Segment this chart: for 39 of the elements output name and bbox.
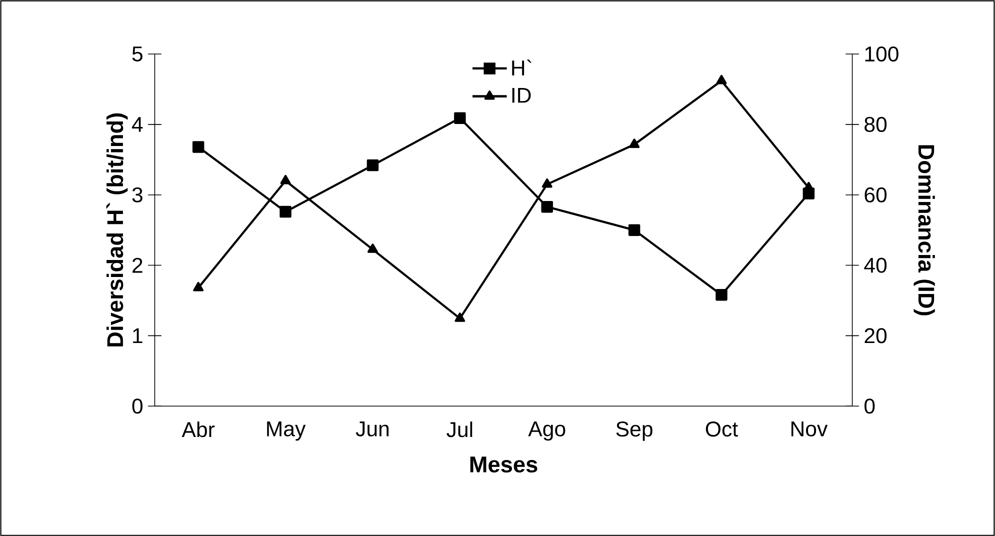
point — [454, 312, 466, 322]
point — [366, 159, 379, 172]
point — [280, 174, 291, 184]
x-tick-label: Nov — [791, 421, 828, 436]
point — [716, 288, 728, 301]
point — [192, 141, 204, 153]
point — [628, 224, 640, 236]
x-axis-title: Meses — [470, 456, 538, 472]
point — [454, 112, 466, 124]
x-tick-label: Jul — [446, 421, 472, 438]
y-tick-label: 5 — [132, 46, 142, 62]
y2-tick-label: 80 — [864, 116, 887, 132]
x-tick-label: Sep — [616, 421, 652, 441]
y2-tick-label: 0 — [864, 398, 875, 414]
x-tick-label: Oct — [706, 421, 738, 437]
x-tick-label: Jun — [356, 421, 389, 436]
point — [367, 243, 378, 253]
y2-tick-label: 100 — [865, 46, 898, 62]
y-tick-label: 3 — [132, 187, 142, 202]
y2-axis-title: Dominancia (ID) — [914, 145, 935, 316]
legend-label: H` — [512, 60, 532, 76]
point — [542, 178, 552, 188]
y-axis-title: Diversidad H` (bit/ind) — [106, 113, 128, 346]
point — [193, 282, 204, 292]
point — [629, 138, 640, 148]
y-tick-label: 2 — [132, 258, 142, 273]
point — [541, 200, 553, 213]
point — [716, 74, 727, 84]
y-tick-label: 0 — [132, 398, 142, 414]
y-tick-label: 4 — [132, 117, 143, 132]
legend-label: ID — [512, 88, 531, 103]
x-tick-label: Abr — [182, 421, 215, 438]
y2-tick-label: 20 — [864, 328, 887, 344]
x-tick-label: Ago — [528, 421, 566, 441]
y2-tick-label: 40 — [864, 258, 887, 273]
y-tick-label: 1 — [133, 328, 142, 343]
point — [280, 206, 292, 218]
x-tick-label: May — [267, 421, 306, 441]
y2-tick-label: 60 — [864, 187, 887, 202]
